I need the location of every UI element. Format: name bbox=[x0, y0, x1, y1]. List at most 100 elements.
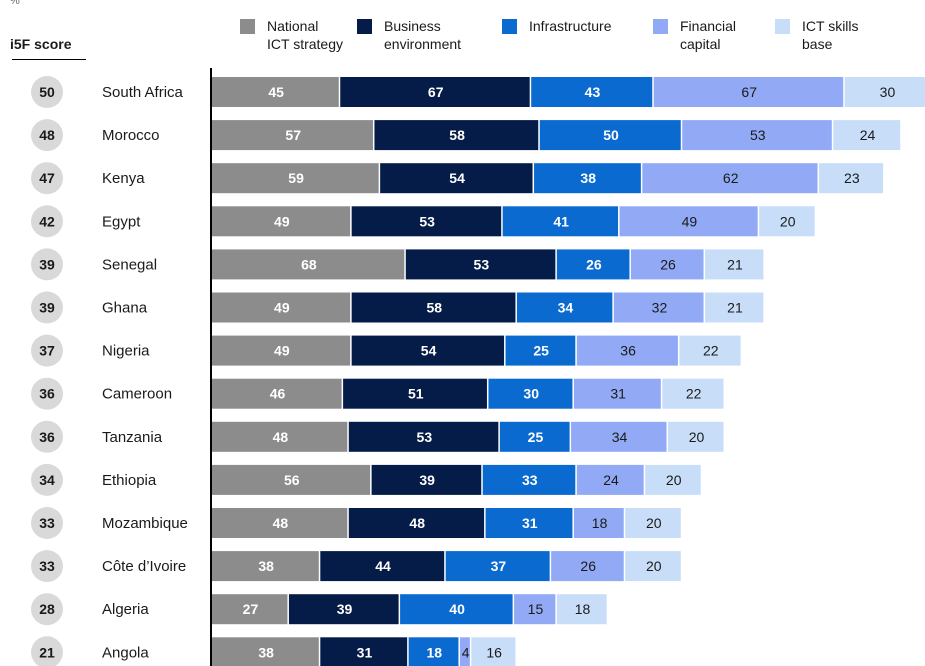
category-label: Mozambique bbox=[102, 515, 188, 532]
bar-segment bbox=[534, 163, 641, 194]
score-circle bbox=[31, 550, 63, 583]
bar-segment bbox=[471, 637, 516, 666]
bar-segment bbox=[212, 163, 379, 194]
score-circle bbox=[31, 205, 63, 238]
data-label: 18 bbox=[575, 601, 591, 617]
legend-swatch bbox=[357, 19, 372, 34]
legend-label: Financial capital bbox=[680, 18, 737, 52]
score-value: 47 bbox=[39, 170, 55, 186]
bar-segment bbox=[320, 551, 445, 582]
bar-segment bbox=[682, 120, 832, 151]
category-label: Cameroon bbox=[102, 386, 172, 403]
data-label: 20 bbox=[689, 429, 705, 445]
score-circle bbox=[31, 636, 63, 666]
score-value: 21 bbox=[39, 644, 55, 660]
data-label: 20 bbox=[646, 515, 662, 531]
category-label: Kenya bbox=[102, 170, 145, 187]
bar-segment bbox=[371, 464, 482, 495]
bar-segment bbox=[445, 551, 550, 582]
bar-segment bbox=[212, 335, 351, 366]
category-label: Ghana bbox=[102, 300, 148, 317]
category-label: Egypt bbox=[102, 213, 141, 230]
data-label: 27 bbox=[243, 601, 259, 617]
bar-segment bbox=[212, 249, 405, 280]
bar-segment bbox=[408, 637, 459, 666]
bar-segment bbox=[288, 594, 399, 625]
data-label: 21 bbox=[727, 300, 743, 316]
score-circle bbox=[31, 291, 63, 324]
score-value: 28 bbox=[39, 601, 55, 617]
data-label: 58 bbox=[427, 300, 443, 316]
data-label: 24 bbox=[603, 472, 619, 488]
bar-segment bbox=[505, 335, 576, 366]
data-label: 37 bbox=[491, 558, 507, 574]
bar-segment bbox=[459, 637, 470, 666]
score-value: 39 bbox=[39, 256, 55, 272]
data-label: 20 bbox=[780, 213, 796, 229]
bar-segment bbox=[653, 77, 844, 107]
data-label: 32 bbox=[652, 300, 668, 316]
category-label: Senegal bbox=[102, 256, 157, 273]
data-label: 18 bbox=[592, 515, 608, 531]
bar-segment bbox=[833, 120, 901, 151]
bar-segment bbox=[212, 206, 351, 237]
bar-segment bbox=[556, 594, 607, 625]
data-label: 26 bbox=[660, 256, 676, 272]
data-label: 49 bbox=[274, 213, 290, 229]
data-label: 30 bbox=[880, 84, 896, 100]
data-label: 18 bbox=[427, 644, 443, 660]
score-value: 33 bbox=[39, 515, 55, 531]
bar-segment bbox=[668, 421, 724, 452]
bar-segment bbox=[340, 77, 530, 107]
category-label: Tanzania bbox=[102, 429, 163, 446]
score-circle bbox=[31, 593, 63, 626]
data-label: 38 bbox=[258, 644, 274, 660]
score-value: 39 bbox=[39, 300, 55, 316]
bar-segment bbox=[642, 163, 818, 194]
bar-segment bbox=[320, 637, 408, 666]
score-value: 48 bbox=[39, 127, 55, 143]
bar-segment bbox=[514, 594, 556, 625]
bar-segment bbox=[374, 120, 539, 151]
data-label: 57 bbox=[285, 127, 301, 143]
data-label: 31 bbox=[522, 515, 538, 531]
bar-segment bbox=[499, 421, 570, 452]
bar-segment bbox=[630, 249, 704, 280]
bar-segment bbox=[571, 421, 667, 452]
data-label: 48 bbox=[409, 515, 425, 531]
data-label: 34 bbox=[558, 300, 574, 316]
bar-segment bbox=[212, 77, 339, 107]
data-label: 33 bbox=[522, 472, 538, 488]
bar-segment bbox=[400, 594, 513, 625]
bar-segment bbox=[212, 637, 319, 666]
data-label: 40 bbox=[449, 601, 465, 617]
bar-segment bbox=[679, 335, 741, 366]
score-value: 34 bbox=[39, 472, 55, 488]
bar-segment bbox=[625, 551, 681, 582]
data-label: 31 bbox=[357, 644, 373, 660]
bar-segment bbox=[212, 551, 319, 582]
bar-segment bbox=[819, 163, 884, 194]
bar-segment bbox=[212, 464, 371, 495]
data-label: 39 bbox=[419, 472, 435, 488]
bar-segment bbox=[516, 292, 613, 323]
unit-label: % bbox=[10, 0, 20, 7]
data-label: 34 bbox=[612, 429, 628, 445]
data-label: 53 bbox=[474, 256, 490, 272]
bar-segment bbox=[576, 464, 644, 495]
legend-label: Infrastructure bbox=[529, 18, 612, 34]
data-label: 25 bbox=[533, 343, 549, 359]
legend-swatch bbox=[775, 19, 790, 34]
data-label: 54 bbox=[421, 343, 437, 359]
legend-swatch bbox=[653, 19, 668, 34]
data-label: 38 bbox=[258, 558, 274, 574]
data-label: 16 bbox=[486, 644, 502, 660]
data-label: 49 bbox=[274, 300, 290, 316]
data-label: 59 bbox=[288, 170, 304, 186]
data-label: 25 bbox=[528, 429, 544, 445]
data-label: 53 bbox=[417, 429, 433, 445]
data-label: 31 bbox=[610, 386, 626, 402]
category-label: Algeria bbox=[102, 601, 149, 618]
bar-segment bbox=[625, 508, 681, 538]
